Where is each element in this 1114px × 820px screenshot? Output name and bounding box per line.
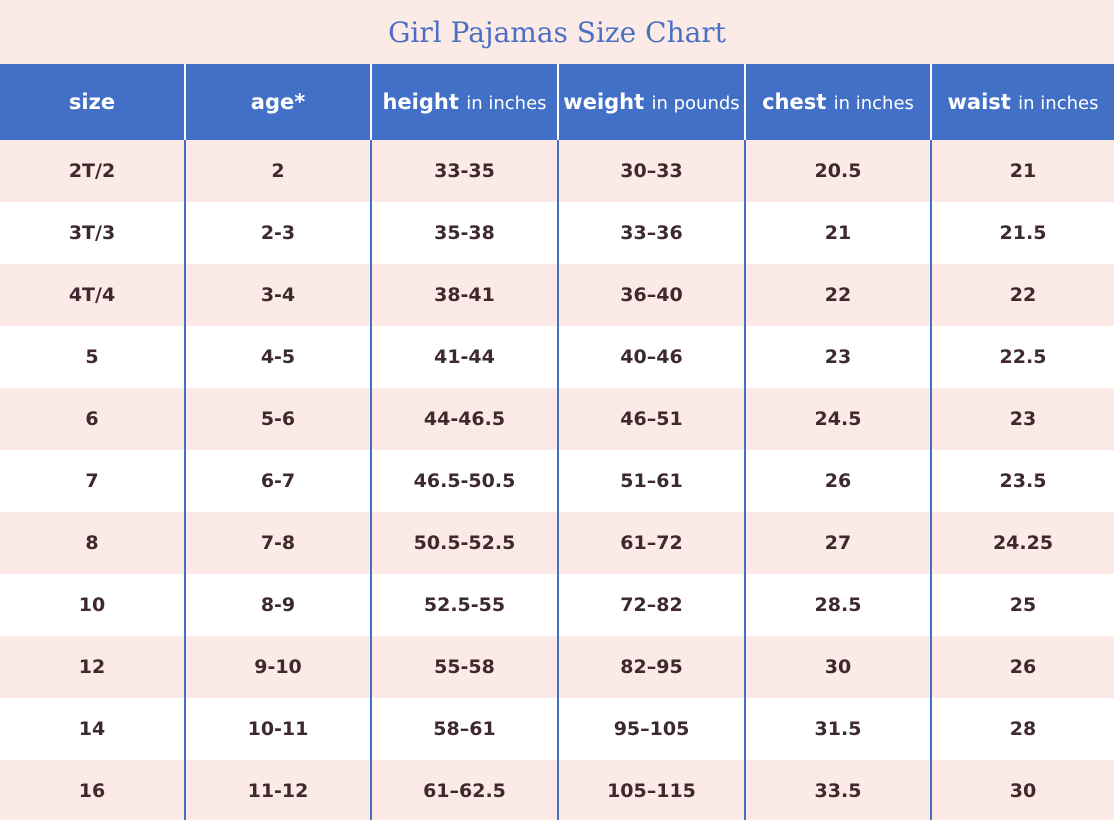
cell-waist: 22.5 [930, 326, 1114, 388]
cell-chest: 28.5 [744, 574, 931, 636]
cell-height: 55-58 [370, 636, 558, 698]
cell-height: 52.5-55 [370, 574, 558, 636]
cell-size: 3T/3 [0, 202, 185, 264]
cell-size: 14 [0, 698, 185, 760]
cell-weight: 40–46 [557, 326, 745, 388]
cell-weight: 72–82 [557, 574, 745, 636]
cell-chest: 24.5 [744, 388, 931, 450]
cell-weight: 82–95 [557, 636, 745, 698]
cell-weight: 61–72 [557, 512, 745, 574]
cell-age: 4-5 [184, 326, 371, 388]
cell-weight: 46–51 [557, 388, 745, 450]
cell-weight: 33–36 [557, 202, 745, 264]
cell-height: 58–61 [370, 698, 558, 760]
cell-chest: 31.5 [744, 698, 931, 760]
cell-chest: 27 [744, 512, 931, 574]
cell-age: 3-4 [184, 264, 371, 326]
cell-waist: 30 [930, 760, 1114, 820]
cell-size: 16 [0, 760, 185, 820]
cell-height: 33-35 [370, 140, 558, 202]
cell-waist: 23 [930, 388, 1114, 450]
cell-waist: 21.5 [930, 202, 1114, 264]
cell-waist: 21 [930, 140, 1114, 202]
cell-age: 11-12 [184, 760, 371, 820]
cell-size: 6 [0, 388, 185, 450]
cell-size: 8 [0, 512, 185, 574]
header-label: size [68, 90, 116, 114]
table-row: 5 4-5 41-44 40–46 23 22.5 [0, 326, 1114, 388]
cell-waist: 22 [930, 264, 1114, 326]
header-age: age* [184, 64, 371, 140]
cell-chest: 23 [744, 326, 931, 388]
cell-waist: 26 [930, 636, 1114, 698]
cell-weight: 36–40 [557, 264, 745, 326]
cell-height: 41-44 [370, 326, 558, 388]
table-row: 16 11-12 61–62.5 105–115 33.5 30 [0, 760, 1114, 820]
cell-chest: 26 [744, 450, 931, 512]
cell-weight: 95–105 [557, 698, 745, 760]
cell-age: 7-8 [184, 512, 371, 574]
cell-chest: 30 [744, 636, 931, 698]
cell-size: 12 [0, 636, 185, 698]
table-row: 6 5-6 44-46.5 46–51 24.5 23 [0, 388, 1114, 450]
cell-height: 46.5-50.5 [370, 450, 558, 512]
cell-size: 5 [0, 326, 185, 388]
cell-waist: 28 [930, 698, 1114, 760]
cell-waist: 23.5 [930, 450, 1114, 512]
cell-chest: 33.5 [744, 760, 931, 820]
header-waist: waist in inches [930, 64, 1114, 140]
header-label: age* [250, 90, 306, 114]
cell-height: 50.5-52.5 [370, 512, 558, 574]
table-row: 10 8-9 52.5-55 72–82 28.5 25 [0, 574, 1114, 636]
header-unit: in inches [833, 93, 914, 114]
table-row: 14 10-11 58–61 95–105 31.5 28 [0, 698, 1114, 760]
header-size: size [0, 64, 185, 140]
header-label: chest [762, 90, 827, 114]
cell-age: 8-9 [184, 574, 371, 636]
cell-age: 2 [184, 140, 371, 202]
cell-age: 2-3 [184, 202, 371, 264]
cell-age: 9-10 [184, 636, 371, 698]
table-row: 8 7-8 50.5-52.5 61–72 27 24.25 [0, 512, 1114, 574]
header-label: height [382, 90, 459, 114]
cell-weight: 30–33 [557, 140, 745, 202]
cell-size: 10 [0, 574, 185, 636]
size-chart-table: size age* height in inches weight in pou… [0, 64, 1114, 820]
cell-age: 5-6 [184, 388, 371, 450]
table-row: 4T/4 3-4 38-41 36–40 22 22 [0, 264, 1114, 326]
page-title: Girl Pajamas Size Chart [388, 15, 726, 49]
header-unit: in pounds [651, 93, 740, 114]
cell-height: 44-46.5 [370, 388, 558, 450]
cell-chest: 21 [744, 202, 931, 264]
header-unit: in inches [466, 93, 547, 114]
header-weight: weight in pounds [557, 64, 745, 140]
cell-age: 6-7 [184, 450, 371, 512]
table-row: 2T/2 2 33-35 30–33 20.5 21 [0, 140, 1114, 202]
cell-size: 7 [0, 450, 185, 512]
header-row: size age* height in inches weight in pou… [0, 64, 1114, 140]
header-label: waist [947, 90, 1011, 114]
header-label: weight [563, 90, 645, 114]
table-row: 7 6-7 46.5-50.5 51–61 26 23.5 [0, 450, 1114, 512]
header-chest: chest in inches [744, 64, 931, 140]
header-height: height in inches [370, 64, 558, 140]
cell-waist: 25 [930, 574, 1114, 636]
table-row: 3T/3 2-3 35-38 33–36 21 21.5 [0, 202, 1114, 264]
cell-height: 61–62.5 [370, 760, 558, 820]
cell-waist: 24.25 [930, 512, 1114, 574]
cell-age: 10-11 [184, 698, 371, 760]
table-row: 12 9-10 55-58 82–95 30 26 [0, 636, 1114, 698]
header-unit: in inches [1018, 93, 1099, 114]
cell-size: 2T/2 [0, 140, 185, 202]
cell-size: 4T/4 [0, 264, 185, 326]
cell-weight: 105–115 [557, 760, 745, 820]
cell-height: 38-41 [370, 264, 558, 326]
cell-weight: 51–61 [557, 450, 745, 512]
cell-chest: 20.5 [744, 140, 931, 202]
cell-height: 35-38 [370, 202, 558, 264]
cell-chest: 22 [744, 264, 931, 326]
